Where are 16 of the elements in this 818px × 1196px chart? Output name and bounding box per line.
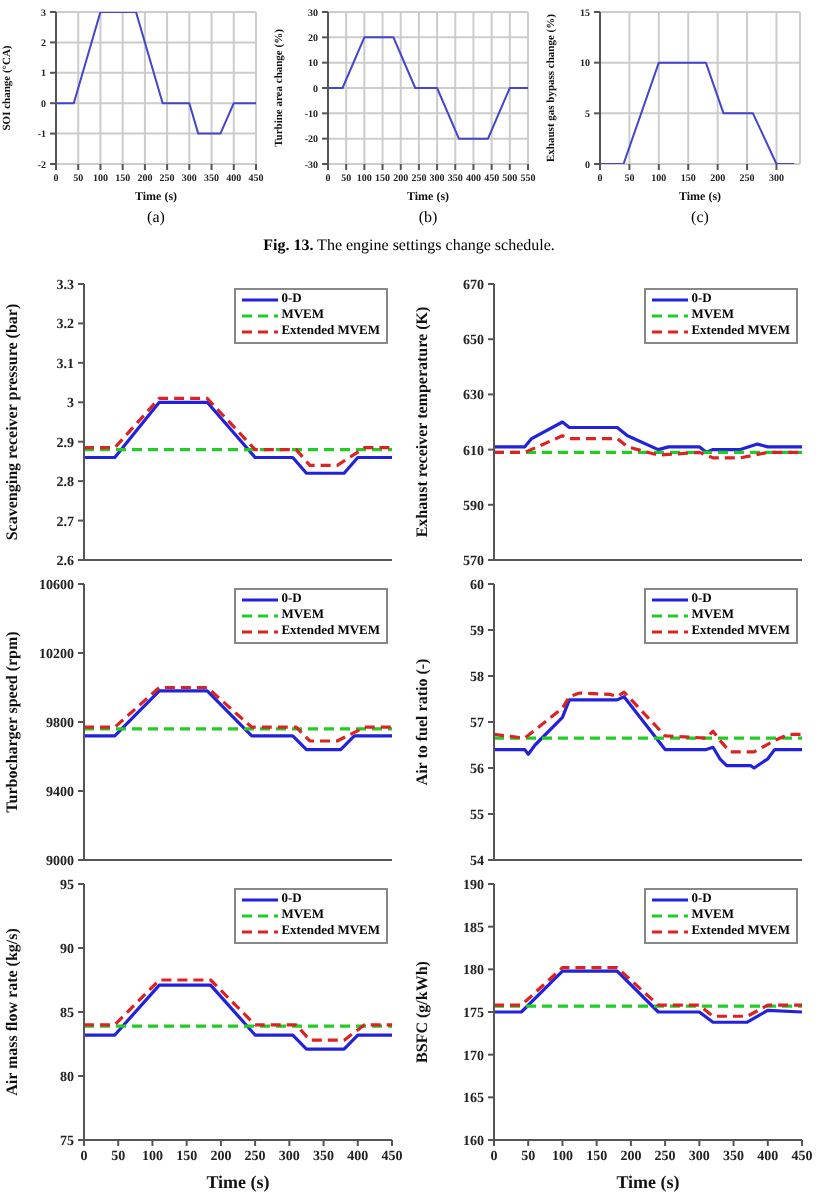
line-series (494, 420, 802, 454)
text: (c) (689, 208, 711, 226)
y-axis-title: BSFC (g/kWh) (413, 960, 431, 1063)
caption: Fig. 13. The engine settings change schedule. (261, 236, 557, 254)
y-axis-title: Scavenging receiver pressure (bar) (3, 303, 21, 541)
y-axis-title: Exhaust receiver temperature (K) (413, 306, 431, 538)
x-axis-title: Time (s) (206, 1172, 270, 1192)
line-series (494, 434, 802, 460)
x-axis-title: Time (s) (616, 1172, 680, 1192)
y-axis-title: Air mass flow rate (kg/s) (3, 927, 21, 1096)
line-series (494, 690, 802, 754)
y-axis-title: Air to fuel ratio (-) (413, 657, 431, 786)
text: (a) (145, 208, 167, 226)
y-axis-title: Turbocharger speed (rpm) (3, 630, 21, 813)
line-series (494, 695, 802, 770)
text: (b) (416, 208, 440, 226)
